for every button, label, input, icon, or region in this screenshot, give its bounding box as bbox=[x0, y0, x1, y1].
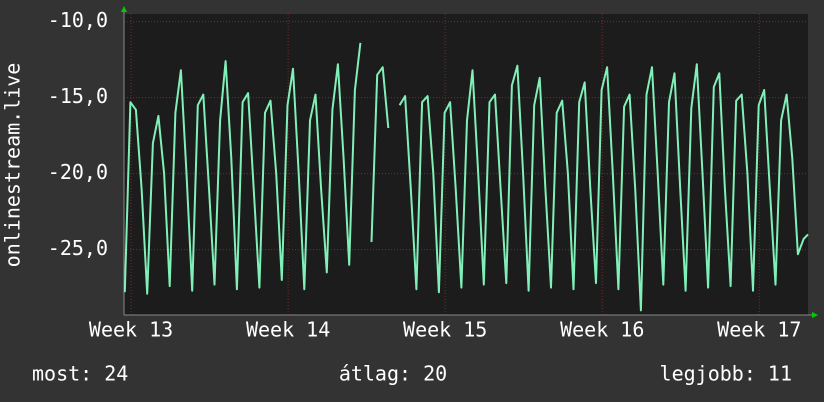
x-tick-label: Week 15 bbox=[403, 318, 487, 342]
x-arrow bbox=[812, 312, 818, 318]
data-line bbox=[123, 42, 809, 312]
x-tick-label: Week 17 bbox=[717, 318, 801, 342]
x-tick-label: Week 16 bbox=[560, 318, 644, 342]
y-arrow bbox=[121, 6, 127, 12]
footer-current: most: 24 bbox=[32, 362, 128, 386]
y-tick-label: -25,0 bbox=[48, 236, 108, 260]
footer-average: átlag: 20 bbox=[339, 362, 447, 386]
y-tick-label: -10,0 bbox=[48, 8, 108, 32]
y-tick-label: -20,0 bbox=[48, 160, 108, 184]
footer-best: legjobb: 11 bbox=[660, 362, 792, 386]
x-tick-label: Week 13 bbox=[89, 318, 173, 342]
x-tick-label: Week 14 bbox=[246, 318, 330, 342]
y-tick-label: -15,0 bbox=[48, 84, 108, 108]
y-axis-title: onlinestream.live bbox=[1, 63, 25, 268]
